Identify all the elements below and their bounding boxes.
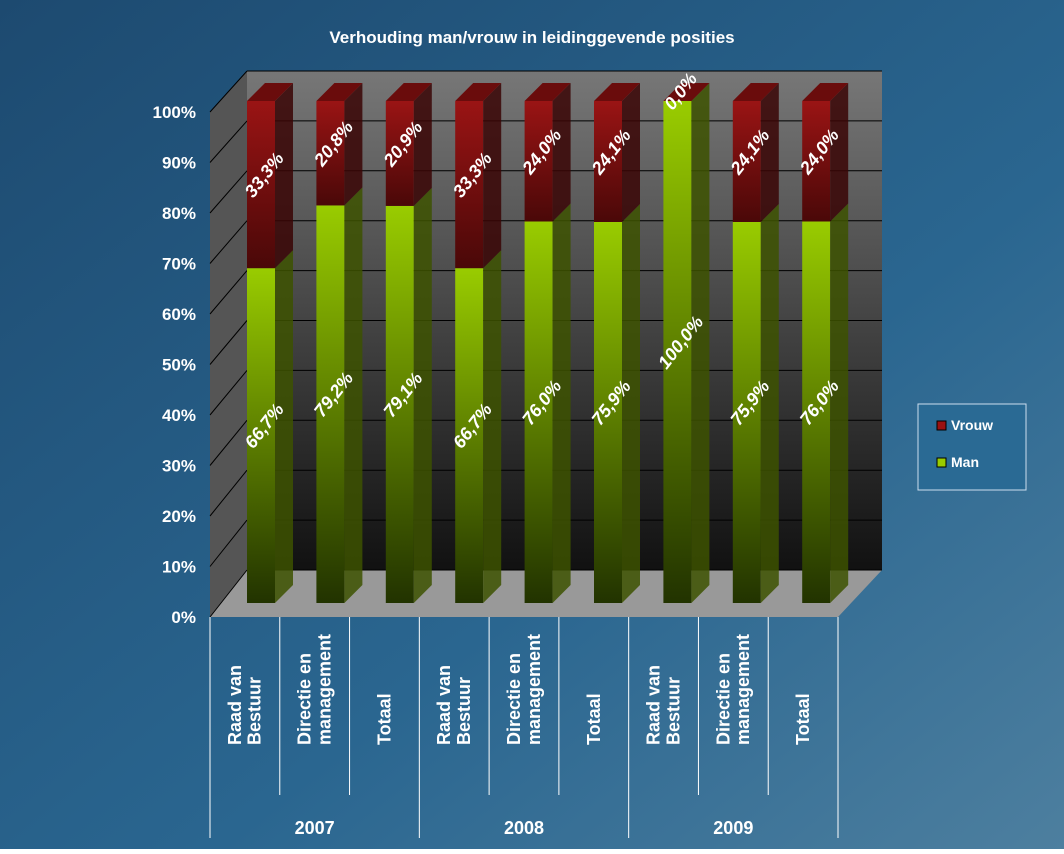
y-tick-label: 60% [162,305,196,324]
bar [802,221,831,604]
grid-line [209,120,248,163]
y-tick-label: 40% [162,406,196,425]
x-tick-label: Raad vanBestuur [644,665,684,745]
y-tick-label: 10% [162,558,196,577]
x-tick-label: Totaal [584,693,604,745]
grid-line [209,519,248,567]
bar-side [760,83,779,222]
bar [594,101,622,222]
grid-line [209,220,248,264]
bar [524,221,553,604]
grid-line [209,270,248,315]
bar [385,101,414,206]
bar [663,101,692,603]
bar-side [344,187,363,603]
bar [732,221,761,603]
y-tick-label: 30% [162,457,196,476]
bar [247,268,275,603]
y-tick-label: 20% [162,507,196,526]
group-label: 2008 [504,818,544,838]
y-tick-label: 50% [162,356,196,375]
legend-label: Man [951,454,979,470]
y-tick-label: 100% [153,103,196,122]
legend [917,403,1027,491]
y-tick-label: 90% [162,154,196,173]
bar [455,268,484,603]
bar-side [275,250,293,603]
y-tick-label: 70% [162,255,196,274]
bar-side [622,83,640,222]
legend-label: Vrouw [951,417,993,433]
bar-side [830,203,849,604]
grid-line [209,70,248,113]
bar [732,101,761,222]
bar-side [760,203,779,603]
grid-line [209,370,248,416]
bar [802,101,831,222]
chart-title: Verhouding man/vrouw in leidinggevende p… [329,28,734,47]
y-tick-label: 0% [171,608,196,627]
grid-line [209,320,248,365]
x-tick-label: Directie enmanagement [295,634,335,745]
bar-side [830,83,849,222]
bar-side [552,203,571,604]
bar [316,205,345,603]
bar [316,101,345,206]
bar-side [275,83,293,269]
bar [385,205,414,603]
grid-line [209,469,248,517]
x-tick-label: Directie enmanagement [713,634,753,745]
x-tick-label: Raad vanBestuur [434,665,474,745]
x-tick-label: Directie enmanagement [504,634,544,745]
grid-line [209,170,248,214]
bar-top [455,83,502,101]
bar-side [691,83,710,603]
y-tick-label: 80% [162,204,196,223]
x-tick-label: Totaal [374,693,394,745]
bar [594,221,622,603]
bar-top [802,83,849,101]
bar [524,101,553,222]
bar-top [594,83,640,101]
legend-swatch [936,457,947,468]
bar-side [483,250,502,603]
group-label: 2009 [713,818,753,838]
bar-top [247,83,293,101]
bar-side [413,187,432,603]
bar [455,101,484,269]
bar-top [385,83,432,101]
grid-line [209,569,248,618]
x-tick-label: Raad vanBestuur [225,665,265,745]
bar-top [316,83,363,101]
bar-side [483,83,502,269]
bar-top [732,83,779,101]
bar-top [524,83,571,101]
bar-side [344,83,363,206]
grid-line [209,419,248,466]
x-tick-label: Totaal [793,693,813,745]
group-label: 2007 [295,818,335,838]
bar-side [622,203,640,603]
bar [247,101,275,269]
side-wall [210,71,247,617]
legend-swatch [936,420,947,431]
bar-side [413,83,432,206]
bar-top [663,83,710,101]
bar-side [552,83,571,222]
